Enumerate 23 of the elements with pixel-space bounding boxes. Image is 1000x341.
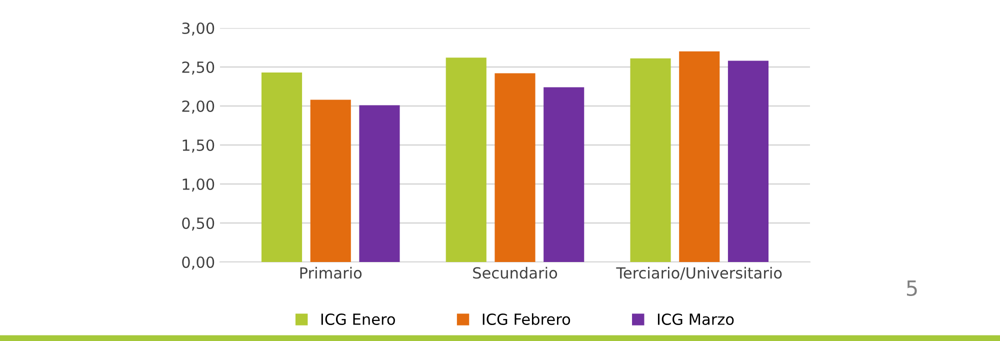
y-tick-label: 2,50 [182, 61, 214, 75]
bar [728, 60, 769, 262]
legend-label: ICG Enero [321, 313, 395, 326]
bar [310, 100, 351, 262]
x-tick-label: Primario [300, 266, 362, 279]
bar [679, 51, 720, 262]
bar [261, 72, 302, 262]
text: 5 [906, 280, 917, 296]
y-tick-label: 3,00 [182, 22, 214, 36]
bar [494, 73, 536, 262]
bar [446, 58, 486, 262]
legend-label: ICG Febrero [482, 313, 570, 326]
y-tick-label: 0,50 [182, 217, 214, 231]
bar [544, 87, 584, 262]
y-tick-label: 1,50 [182, 139, 214, 153]
x-tick-label: Terciario/Universitario [616, 266, 782, 280]
legend-label: ICG Marzo [658, 313, 734, 326]
x-tick-label: Secundario [473, 266, 558, 279]
y-tick-label: 2,00 [182, 100, 214, 114]
y-tick-label: 0,00 [182, 256, 214, 270]
y-tick-label: 1,00 [182, 178, 214, 192]
bar [630, 58, 671, 262]
bar [359, 105, 400, 262]
